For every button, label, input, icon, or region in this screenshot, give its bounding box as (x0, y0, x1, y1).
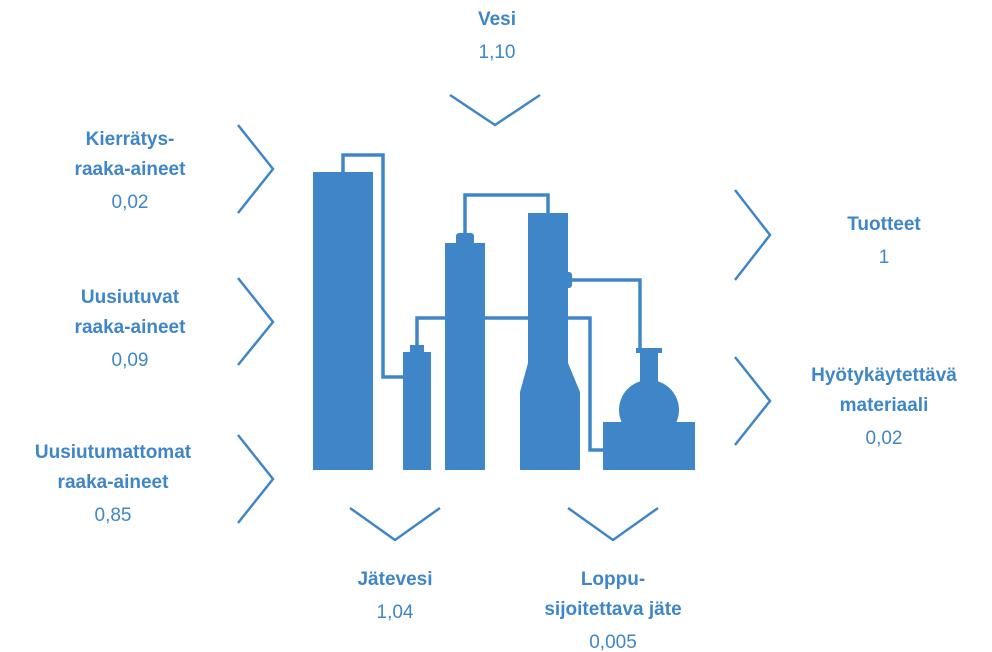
flask-base (603, 422, 695, 470)
column-base (520, 363, 580, 470)
chevron (568, 508, 658, 540)
chevron (450, 95, 540, 125)
flow-value: 1 (879, 247, 890, 268)
flow-label: Kierrätys- (86, 129, 175, 150)
flow-label: raaka-aineet (75, 159, 187, 180)
chevron (350, 508, 440, 540)
chevron (238, 125, 273, 213)
flow-label: Tuotteet (847, 214, 921, 235)
flow-label: Vesi (478, 9, 516, 30)
flow-label: Loppu- (581, 569, 645, 590)
cap (562, 272, 572, 288)
flow-value: 0,005 (589, 632, 637, 652)
cap (410, 345, 424, 354)
labels: Vesi 1,10 Kierrätys-raaka-aineet 0,02 Uusiut… (35, 9, 957, 652)
flow-value: 0,85 (95, 505, 132, 526)
flow-label: sijoitettava jäte (544, 599, 681, 620)
flow-label: materiaali (840, 395, 929, 416)
flow-label: Uusiutumattomat (35, 442, 192, 463)
flow-label: raaka-aineet (58, 472, 170, 493)
flow-label: Jätevesi (357, 569, 432, 590)
column (445, 243, 485, 470)
column (528, 213, 568, 365)
plant (313, 155, 695, 470)
flow-value: 0,02 (866, 428, 903, 449)
flow-value: 0,02 (112, 192, 149, 213)
chevron (735, 357, 770, 445)
flow-value: 1,10 (479, 42, 516, 63)
column (313, 172, 373, 470)
diagram: Vesi 1,10 Kierrätys-raaka-aineet 0,02 Uusiut… (0, 0, 992, 652)
chevron (735, 190, 770, 280)
flow-value: 1,04 (377, 602, 414, 623)
column (403, 352, 431, 470)
pipe (565, 280, 640, 350)
chevron (238, 435, 273, 523)
flask-rim (636, 348, 662, 353)
chevron (238, 278, 273, 365)
cap (456, 233, 474, 245)
flow-label: Hyötykäytettävä (811, 365, 957, 386)
flow-value: 0,09 (112, 350, 149, 371)
flow-label: Uusiutuvat (81, 287, 180, 308)
flow-label: raaka-aineet (75, 317, 187, 338)
